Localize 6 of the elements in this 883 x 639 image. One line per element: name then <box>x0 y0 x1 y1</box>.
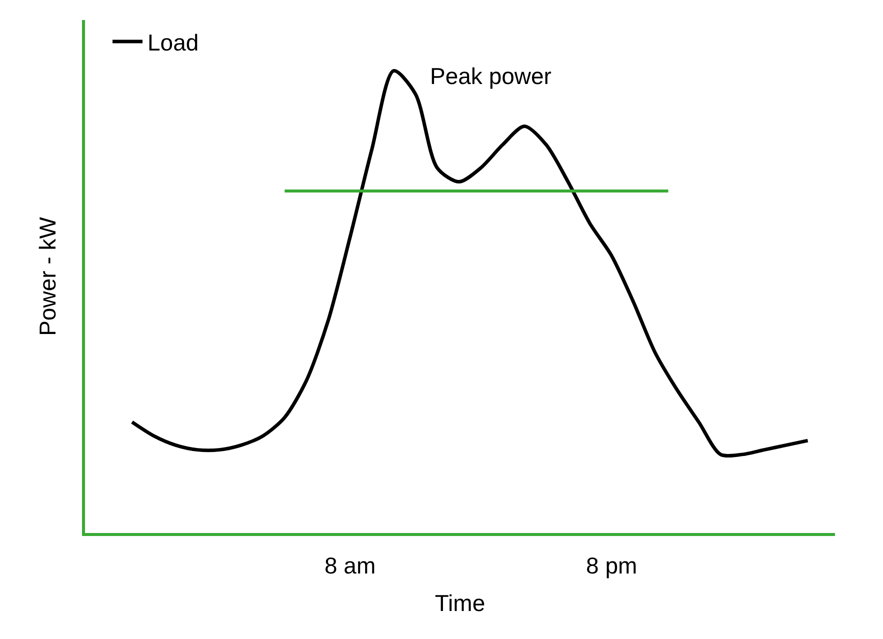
x-tick-label: 8 pm <box>586 552 638 579</box>
x-axis-title: Time <box>434 590 486 616</box>
annotation: Peak power <box>430 63 552 89</box>
legend-label: Load <box>148 29 199 56</box>
y-axis-title: Power - kW <box>34 216 60 336</box>
x-tick-label: 8 am <box>324 552 376 579</box>
